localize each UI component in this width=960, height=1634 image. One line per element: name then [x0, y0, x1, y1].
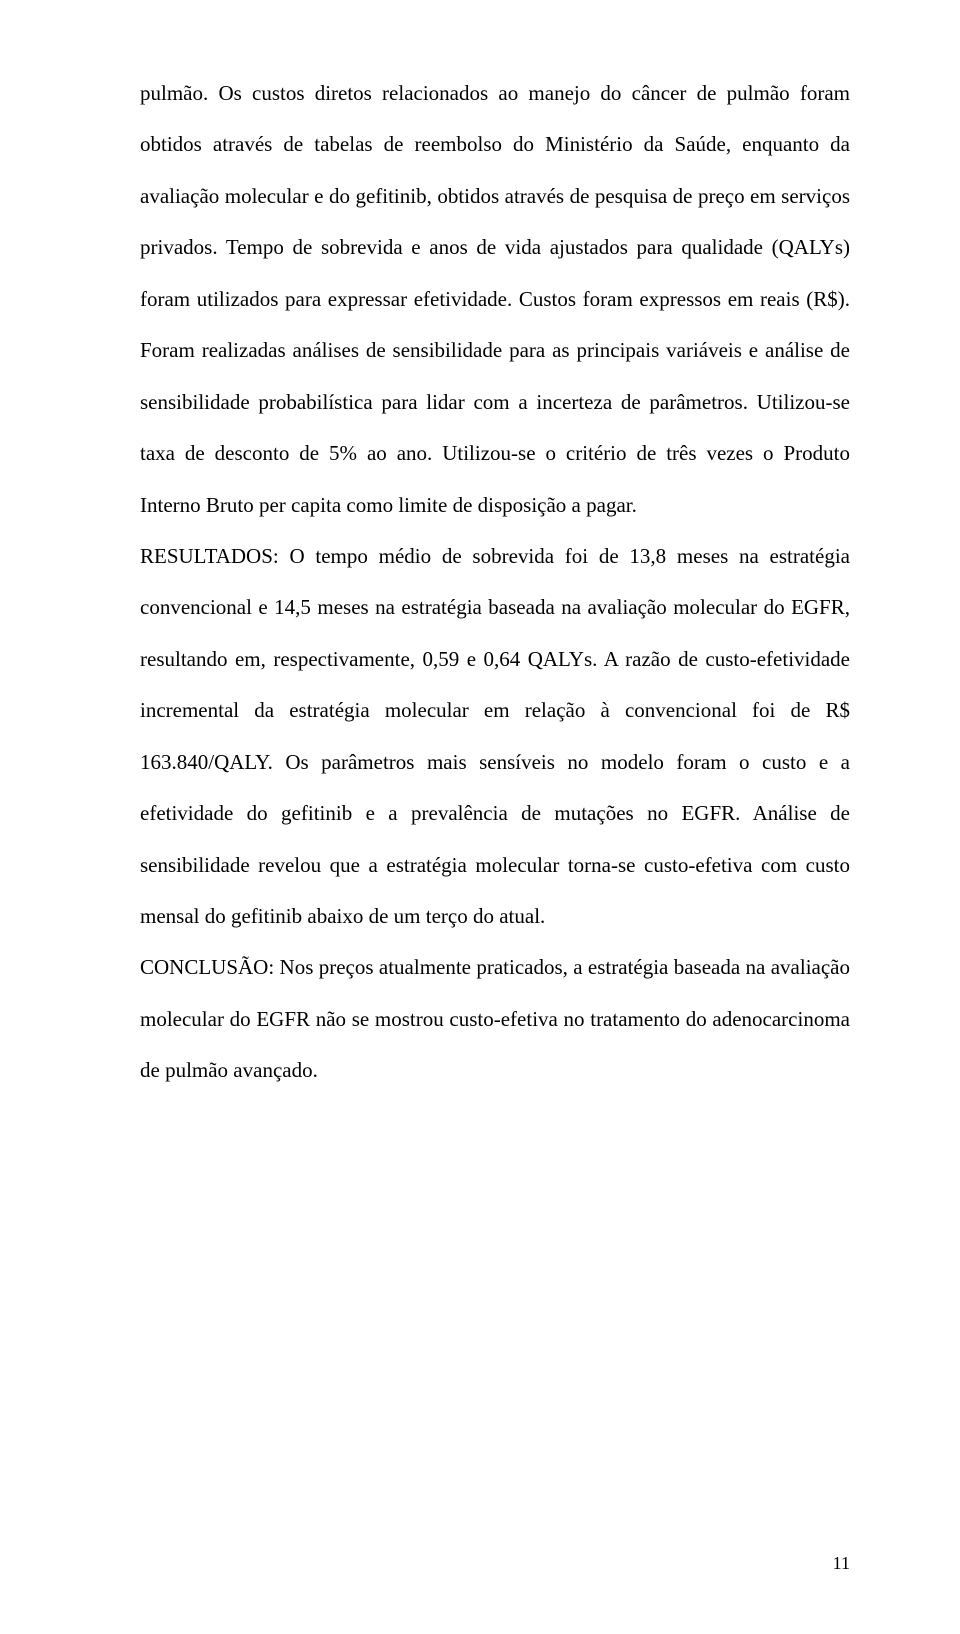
- document-page: pulmão. Os custos diretos relacionados a…: [0, 0, 960, 1634]
- page-number: 11: [833, 1553, 850, 1574]
- document-body-text: pulmão. Os custos diretos relacionados a…: [140, 68, 850, 1097]
